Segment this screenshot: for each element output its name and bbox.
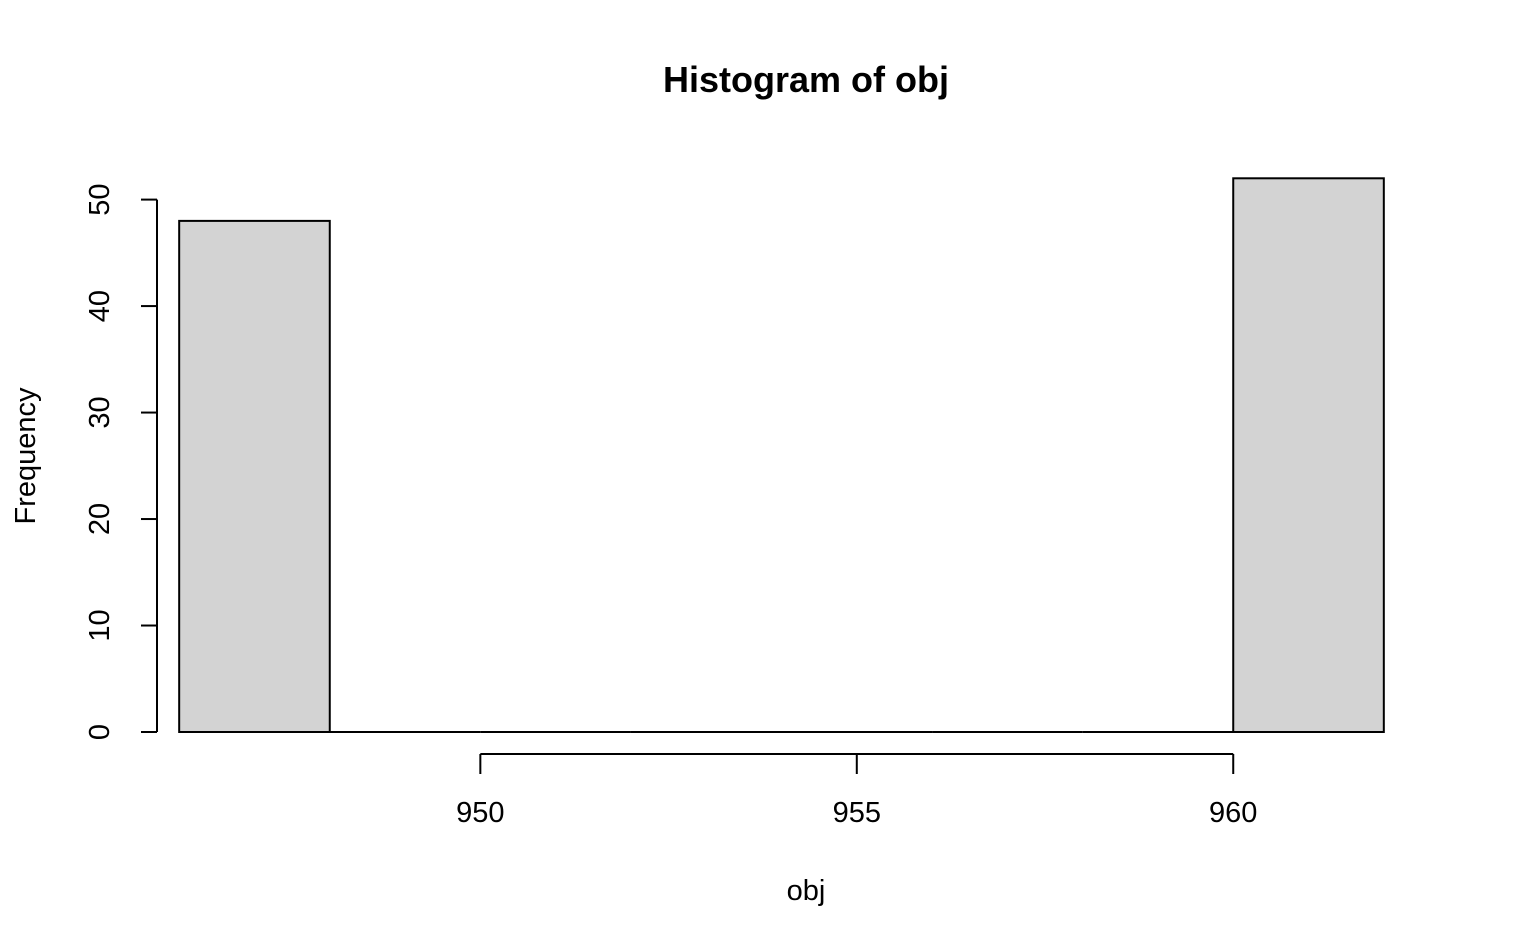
y-tick-label: 10 [84, 609, 116, 641]
y-tick-label: 0 [84, 724, 116, 740]
x-tick-label: 950 [456, 797, 504, 829]
bars-group [178, 177, 1385, 733]
y-tick-label: 40 [84, 290, 116, 322]
y-tick-label: 50 [84, 183, 116, 215]
y-tick-label: 30 [84, 396, 116, 428]
x-axis: 950 955 960 [456, 753, 1257, 829]
x-tick-label: 955 [833, 797, 881, 829]
y-axis: 0 10 20 30 40 50 [84, 183, 158, 740]
histogram-bar-7 [1232, 177, 1385, 733]
x-axis-label: obj [787, 875, 826, 907]
chart-title: Histogram of obj [663, 59, 949, 100]
histogram-bar-0 [178, 219, 331, 733]
y-tick-label: 20 [84, 503, 116, 535]
x-tick-label: 960 [1209, 797, 1257, 829]
y-axis-label: Frequency [10, 387, 42, 525]
